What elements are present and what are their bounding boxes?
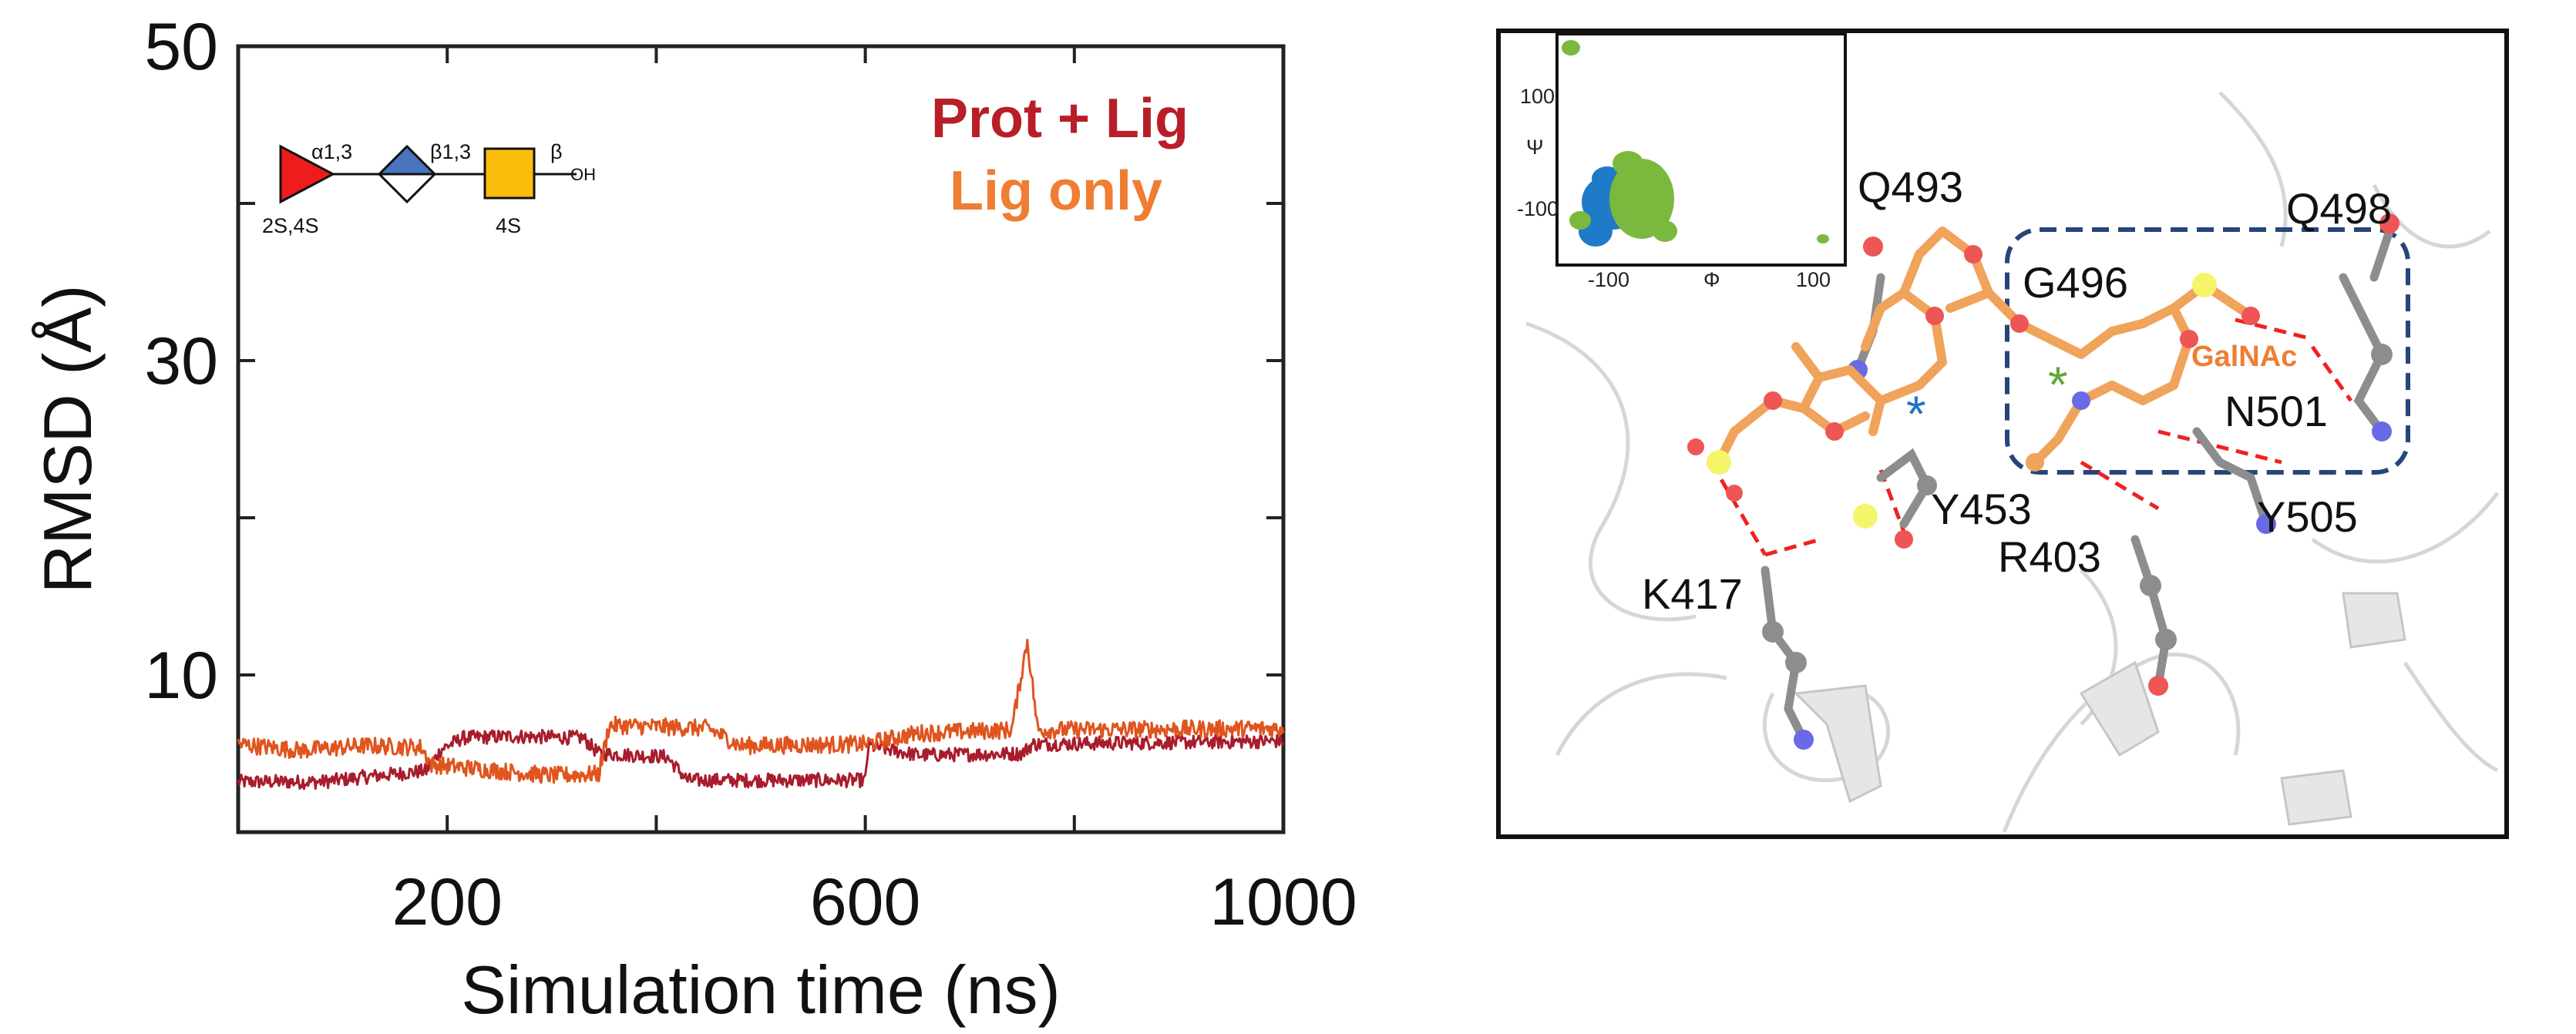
inset-green-cloud — [1562, 40, 1829, 243]
ribbon-arrows — [1793, 592, 2406, 826]
hydrogen-bonds — [1709, 317, 2353, 557]
label-r403: R403 — [1998, 532, 2101, 581]
series-line-prot-lig — [237, 728, 1285, 791]
inset-psi-label: Ψ — [1526, 136, 1544, 159]
phi-psi-inset: Ψ 100 -100 -100 100 Φ — [1517, 32, 1847, 291]
legend-lig-only: Lig only — [950, 160, 1162, 222]
reducing-oh: OH — [570, 165, 596, 184]
galnac-square — [483, 147, 536, 200]
legend-prot-lig: Prot + Lig — [931, 88, 1189, 149]
fucose-triangle — [279, 144, 336, 204]
inset-y-tick-100: 100 — [1520, 85, 1555, 108]
series-line-lig-only — [237, 639, 1285, 784]
glycan-structure: α1,3 β1,3 β OH 2S,4S 4S — [262, 140, 596, 237]
x-tick-label: 600 — [810, 865, 921, 939]
anomer-beta: β — [550, 140, 563, 163]
y-axis-title: RMSD (Å) — [29, 285, 106, 594]
inset-x-tick-100: 100 — [1796, 268, 1831, 291]
glca-diamond-bottom — [376, 173, 438, 204]
label-k417: K417 — [1642, 569, 1743, 618]
y-tick-label: 50 — [144, 10, 218, 84]
y-tick-label: 10 — [144, 639, 218, 713]
ligand-atoms — [1687, 245, 2260, 549]
label-n501: N501 — [2225, 387, 2328, 435]
label-q498: Q498 — [2286, 184, 2392, 233]
linkage-beta13: β1,3 — [430, 140, 471, 163]
tick-layer: 10 30 50 200 600 1000 — [144, 10, 1357, 939]
linkage-alpha13: α1,3 — [311, 140, 352, 163]
x-tick-label: 1000 — [1209, 865, 1357, 939]
structure-frame — [1496, 29, 2509, 839]
x-axis-title: Simulation time (ns) — [461, 952, 1061, 1028]
fucose-sulfation: 2S,4S — [262, 214, 319, 237]
x-tick-label: 200 — [392, 865, 503, 939]
label-g496: G496 — [2023, 258, 2128, 307]
inset-y-tick-neg100: -100 — [1517, 197, 1559, 220]
marker-blue-asterisk: * — [1906, 385, 1926, 442]
label-y453: Y453 — [1931, 485, 2032, 533]
structure-panel: * * GalNAc Q493 G496 Q498 N501 Y505 Y453… — [1496, 29, 2509, 839]
galnac-highlight-box — [2005, 227, 2410, 475]
rmsd-chart: 10 30 50 200 600 1000 RMSD (Å) Simulation tim… — [29, 10, 1357, 1028]
label-y505: Y505 — [2257, 492, 2358, 541]
galnac-sulfation: 4S — [496, 214, 521, 237]
marker-green-asterisk: * — [2048, 356, 2068, 413]
label-q493: Q493 — [1858, 163, 1963, 211]
inset-x-tick-neg100: -100 — [1588, 268, 1629, 291]
side-chain-atoms — [1762, 213, 2399, 750]
inset-phi-label: Φ — [1703, 268, 1720, 291]
galnac-label: GalNAc — [2191, 341, 2297, 373]
y-tick-label: 30 — [144, 324, 218, 398]
series-layer — [237, 639, 1285, 791]
